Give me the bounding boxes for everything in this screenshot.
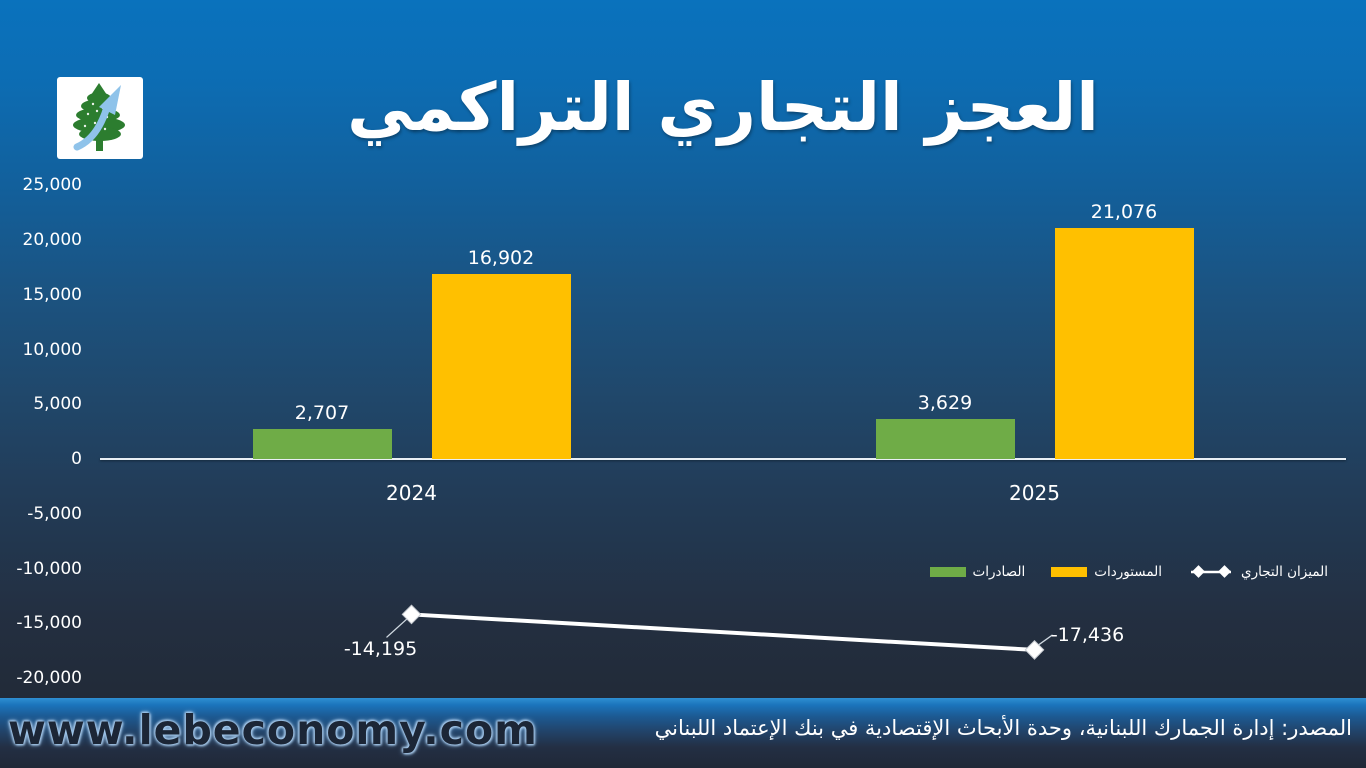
bar-data-label: 2,707	[294, 402, 350, 425]
source-credit: المصدر: إدارة الجمارك اللبنانية، وحدة ال…	[654, 716, 1352, 740]
x-axis-line	[100, 458, 1346, 460]
y-tick-label: 0	[71, 449, 82, 469]
y-tick-label: 15,000	[22, 284, 82, 305]
legend-item-balance: الميزان التجاري	[1188, 564, 1328, 580]
footer-bar: www.lebeconomy.com المصدر: إدارة الجمارك…	[0, 698, 1366, 768]
bar-exports-2025	[875, 419, 1015, 459]
balance-data-label: -17,436	[1050, 623, 1125, 646]
legend-label-exports: الصادرات	[972, 564, 1026, 580]
legend-label-imports: المستوردات	[1094, 564, 1162, 580]
y-tick-label: -10,000	[16, 558, 82, 579]
y-tick-label: -5,000	[27, 503, 82, 524]
y-tick-label: -20,000	[16, 668, 82, 688]
category-label-2025: 2025	[1009, 481, 1060, 505]
bar-imports-2024	[431, 273, 571, 459]
legend-label-balance: الميزان التجاري	[1241, 564, 1328, 580]
imports-swatch-icon	[1051, 567, 1088, 577]
balance-line-marker-icon	[1191, 565, 1231, 578]
bar-data-label: 16,902	[467, 246, 535, 269]
y-tick-label: 20,000	[22, 230, 82, 250]
legend: الصادرات المستوردات الميزان التجاري	[929, 560, 1328, 584]
watermark-url: www.lebeconomy.com	[8, 706, 538, 754]
growth-arrow-icon	[73, 85, 121, 151]
chart-title: العجز التجاري التراكمي	[347, 69, 1099, 146]
category-label-2024: 2024	[386, 481, 437, 505]
y-tick-label: 10,000	[22, 339, 82, 360]
lebeconomy-cedar-logo	[57, 77, 143, 159]
y-tick-label: 25,000	[22, 175, 82, 196]
legend-item-imports: المستوردات	[1051, 564, 1162, 580]
exports-swatch-icon	[929, 567, 966, 577]
balance-data-label: -14,195	[343, 638, 418, 661]
y-tick-label: -15,000	[16, 613, 82, 634]
bar-data-label: 21,076	[1090, 201, 1158, 224]
bar-imports-2025	[1054, 228, 1194, 459]
bar-exports-2024	[252, 429, 392, 459]
line-point-diamond-marker	[401, 604, 422, 625]
legend-item-exports: الصادرات	[929, 564, 1026, 580]
y-tick-label: 5,000	[33, 394, 82, 415]
bar-data-label: 3,629	[917, 392, 973, 415]
